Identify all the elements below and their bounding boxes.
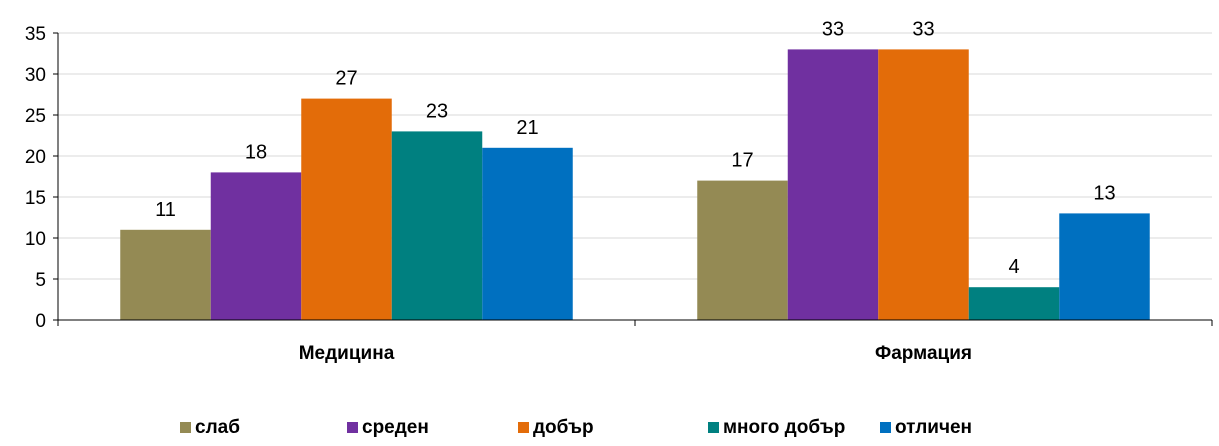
- x-category-label: Фармация: [875, 343, 972, 364]
- legend-label: среден: [362, 417, 429, 438]
- bars: [120, 49, 1150, 321]
- bar-слаб-1: [697, 180, 788, 320]
- data-label: 27: [335, 68, 357, 90]
- legend-label: много добър: [723, 417, 845, 438]
- bar-отличен-1: [1059, 213, 1150, 320]
- data-label: 4: [1008, 256, 1019, 278]
- legend-swatch: [180, 422, 191, 433]
- y-tick-label: 25: [25, 106, 46, 127]
- bar-добър-0: [301, 98, 392, 320]
- legend-label: слаб: [195, 417, 240, 438]
- y-tick-label: 30: [25, 65, 46, 86]
- data-label: 33: [912, 18, 934, 40]
- y-tick-label: 0: [35, 311, 46, 332]
- data-label: 11: [155, 199, 176, 221]
- legend-swatch: [880, 422, 891, 433]
- data-labels: 11 18 27 23 21 17 33 33 4 13: [155, 18, 1116, 278]
- axes: 0 5 10 15 20 25 30 35 Медицина Фармация: [25, 24, 1213, 364]
- bar-много-добър-1: [968, 287, 1060, 320]
- y-tick-label: 35: [25, 24, 46, 45]
- y-tick-label: 5: [35, 270, 46, 291]
- bar-много-добър-0: [391, 131, 483, 320]
- bar-добър-1: [878, 49, 969, 321]
- bar-среден-1: [787, 49, 879, 321]
- legend-swatch: [347, 422, 358, 433]
- data-label: 33: [822, 18, 844, 40]
- legend-swatch: [518, 422, 529, 433]
- y-tick-label: 20: [25, 147, 46, 168]
- data-label: 21: [516, 117, 538, 139]
- y-tick-label: 10: [25, 229, 46, 250]
- bar-отличен-0: [482, 147, 573, 320]
- legend: слаб среден добър много добър отличен: [180, 417, 972, 438]
- data-label: 18: [245, 141, 267, 163]
- y-tick-label: 15: [25, 188, 46, 209]
- bar-слаб-0: [120, 229, 211, 320]
- legend-label: добър: [533, 417, 594, 438]
- x-category-label: Медицина: [299, 343, 395, 364]
- data-label: 17: [731, 150, 753, 172]
- legend-swatch: [708, 422, 719, 433]
- legend-label: отличен: [895, 417, 972, 438]
- data-label: 13: [1093, 182, 1115, 204]
- data-label: 23: [426, 100, 448, 122]
- bar-среден-0: [210, 172, 302, 320]
